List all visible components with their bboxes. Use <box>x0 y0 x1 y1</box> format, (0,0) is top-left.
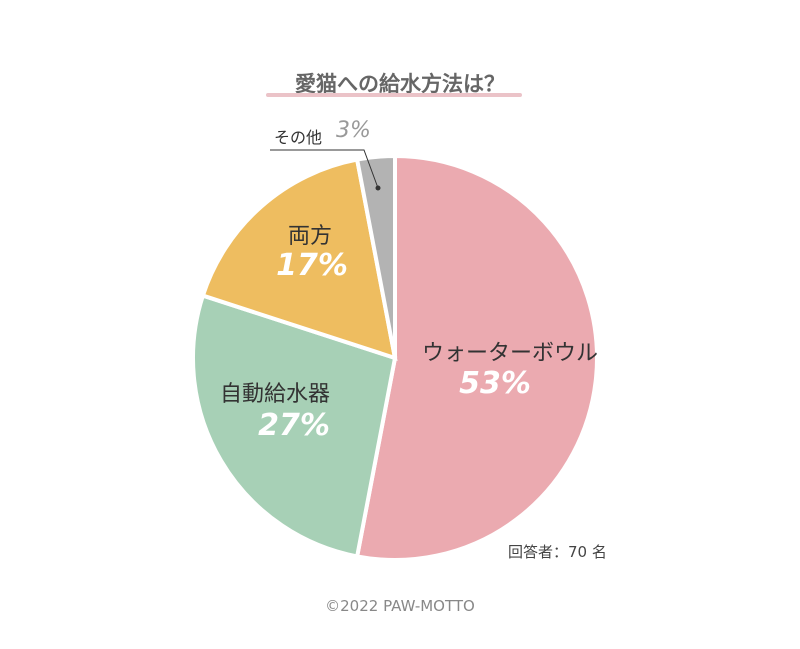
pct-both: 17% <box>276 248 348 283</box>
chart-title: 愛猫への給水方法は？ <box>295 72 505 96</box>
label-auto-feeder: 自動給水器 <box>219 382 330 407</box>
copyright: ©2022 PAW-MOTTO <box>325 597 475 615</box>
pct-other: 3% <box>336 118 371 143</box>
title-underline <box>266 93 522 97</box>
leader-dot-other <box>375 185 381 191</box>
label-both: 両方 <box>287 224 332 249</box>
slice-both <box>200 157 398 361</box>
slice-other <box>354 153 397 359</box>
pct-auto-feeder: 27% <box>258 408 330 443</box>
slice-auto-feeder <box>191 293 398 559</box>
slice-water-bowl <box>354 153 599 562</box>
label-water-bowl: ウォーターボウル <box>421 341 598 366</box>
pct-water-bowl: 53% <box>459 366 531 401</box>
leader-line-other <box>270 149 379 189</box>
label-other: その他 <box>274 128 323 147</box>
respondent-count: 回答者：70 名 <box>508 543 607 561</box>
